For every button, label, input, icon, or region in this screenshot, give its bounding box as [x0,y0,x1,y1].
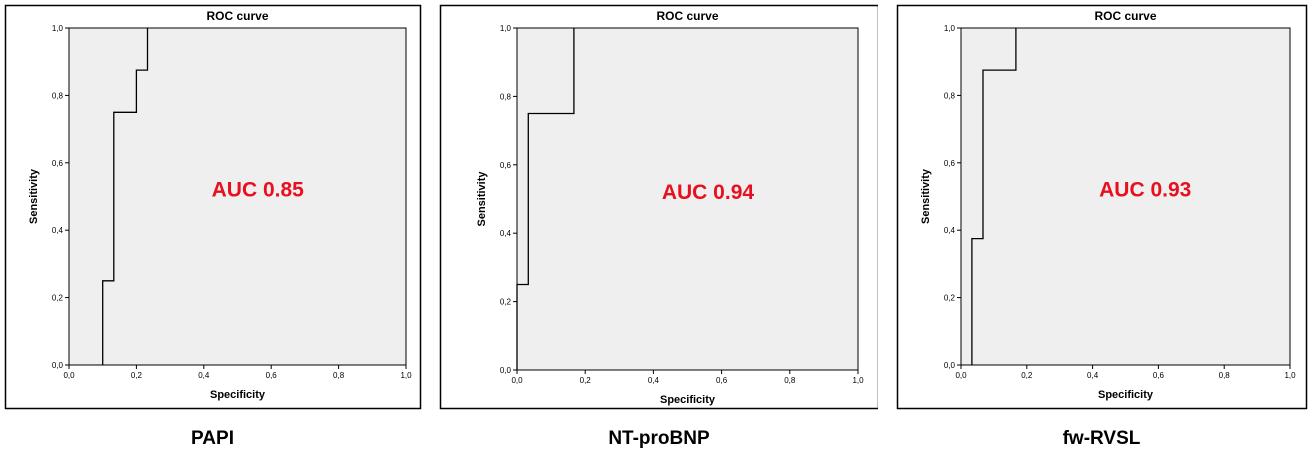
plot-area [68,27,407,366]
x-tick-label: 0,8 [784,376,796,385]
roc-chart: ROC curve 0,0 0,2 0,4 0,6 0,8 1,0 0,0 0,2 0,4 0,6 0… [896,4,1308,410]
x-tick-label: 1,0 [1284,371,1296,380]
x-tick-label: 0,4 [198,371,210,380]
y-tick-label: 1,0 [52,24,64,33]
y-tick-label: 0,2 [52,294,64,303]
y-tick-label: 0,8 [500,92,512,101]
panel-caption: fw-RVSL [1062,428,1141,449]
y-tick-label: 0,6 [500,161,512,170]
y-tick-label: 0,0 [52,361,64,370]
y-tick-label: 0,4 [500,229,512,238]
y-tick-label: 1,0 [500,24,512,33]
y-tick-label: 1,0 [944,24,956,33]
x-tick-label: 0,0 [63,371,75,380]
roc-curve-line [102,28,149,365]
y-axis-label: Sensitivity [476,171,488,227]
roc-panel-1: ROC curve 0,0 0,2 0,4 0,6 0,8 1,0 0,0 0,2 0,4 0,6 0… [0,0,430,461]
x-axis-label: Specificity [210,389,266,401]
x-tick-label: 0,0 [511,376,523,385]
y-tick-label: 0,4 [52,226,64,235]
auc-annotation: AUC 0.85 [212,179,305,202]
y-tick-label: 0,2 [500,298,512,307]
x-axis-label: Specificity [1098,389,1154,401]
x-tick-label: 0,6 [716,376,728,385]
x-tick-label: 0,2 [580,376,592,385]
roc-panel-2: ROC curve 0,0 0,2 0,4 0,6 0,8 1,0 0,0 0,2 0,4 0,6 0… [438,0,878,461]
x-tick-label: 0,6 [1153,371,1165,380]
plot-area [960,27,1291,366]
y-axis-label: Sensitivity [920,168,932,224]
x-tick-label: 0,4 [1087,371,1099,380]
y-tick-label: 0,6 [52,159,64,168]
x-tick-label: 0,8 [1219,371,1231,380]
y-tick-label: 0,4 [944,226,956,235]
roc-curve-line [971,28,1017,365]
x-axis-label: Specificity [660,394,716,406]
x-tick-label: 1,0 [400,371,412,380]
y-axis-label: Sensitivity [28,168,40,224]
panel-caption: NT-proBNP [608,428,710,449]
roc-chart: ROC curve 0,0 0,2 0,4 0,6 0,8 1,0 0,0 0,2 0,4 0,6 0… [4,4,422,410]
roc-curve-line [516,28,575,370]
x-tick-label: 0,2 [131,371,143,380]
roc-panel-3: ROC curve 0,0 0,2 0,4 0,6 0,8 1,0 0,0 0,2 0,4 0,6 0… [893,0,1309,461]
auc-annotation: AUC 0.94 [662,181,755,204]
roc-chart: ROC curve 0,0 0,2 0,4 0,6 0,8 1,0 0,0 0,2 0,4 0,6 0… [439,4,878,410]
chart-title: ROC curve [656,9,718,23]
x-tick-label: 1,0 [852,376,864,385]
y-tick-label: 0,0 [944,361,956,370]
chart-title: ROC curve [1094,9,1156,23]
y-tick-label: 0,6 [944,159,956,168]
y-tick-label: 0,8 [52,91,64,100]
x-tick-label: 0,0 [955,371,967,380]
x-tick-label: 0,2 [1021,371,1033,380]
y-tick-label: 0,2 [944,294,956,303]
y-tick-label: 0,0 [500,366,512,375]
y-tick-label: 0,8 [944,91,956,100]
panel-caption: PAPI [191,428,234,449]
auc-annotation: AUC 0.93 [1099,179,1191,202]
x-tick-label: 0,6 [266,371,278,380]
chart-title: ROC curve [206,9,268,23]
x-tick-label: 0,4 [648,376,660,385]
x-tick-label: 0,8 [333,371,345,380]
